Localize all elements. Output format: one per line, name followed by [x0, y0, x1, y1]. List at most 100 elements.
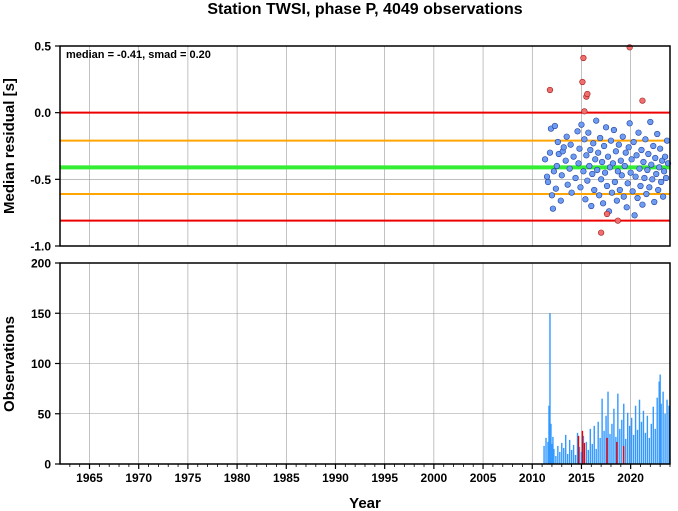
- residual-point: [636, 165, 643, 172]
- y-tick-label: 150: [31, 307, 51, 321]
- residual-point: [592, 156, 599, 163]
- observation-bar: [654, 428, 656, 464]
- observation-bar: [555, 455, 557, 464]
- outlier-point: [546, 86, 554, 94]
- residual-point: [660, 193, 667, 200]
- observation-bar-highlight: [577, 435, 580, 464]
- residual-point: [618, 172, 625, 179]
- observation-bar: [632, 434, 635, 464]
- observation-bar: [563, 447, 565, 464]
- observation-bar: [585, 441, 588, 464]
- observation-bar: [574, 454, 577, 464]
- observation-bar: [597, 421, 599, 464]
- residual-panel: 0.5 0.0 -0.5 -1.0 median = -0.41, smad = 0.…: [1, 40, 672, 254]
- residual-point: [633, 152, 640, 159]
- x-tick-label: 1990: [322, 471, 349, 485]
- residual-point: [584, 177, 591, 184]
- observation-bar: [595, 448, 597, 464]
- residual-y-axis: 0.5 0.0 -0.5 -1.0: [30, 40, 60, 254]
- residual-point: [626, 120, 633, 127]
- residual-point: [644, 166, 651, 174]
- observation-bar-highlight: [606, 437, 608, 464]
- residual-point: [628, 156, 635, 163]
- residual-point: [620, 193, 627, 200]
- observation-bar: [628, 425, 631, 464]
- residual-point: [631, 212, 638, 219]
- observation-bar: [613, 408, 615, 464]
- observation-bar: [566, 453, 569, 464]
- observations-y-axis: 200 150 100 50 0: [31, 257, 60, 472]
- x-tick-label: 1985: [273, 471, 300, 485]
- x-tick-label: 1980: [224, 471, 251, 485]
- observation-bar: [599, 437, 601, 464]
- observation-bar: [656, 397, 658, 464]
- observation-bar: [648, 437, 651, 464]
- observation-bar: [587, 449, 590, 464]
- residual-point: [646, 184, 653, 191]
- observation-bar: [634, 405, 637, 464]
- y-tick-label: 100: [31, 357, 51, 371]
- observation-bar: [578, 446, 581, 464]
- residual-point: [634, 194, 641, 202]
- residual-point: [575, 160, 582, 167]
- observation-bar: [593, 425, 595, 464]
- residual-point: [630, 138, 637, 146]
- outlier-point: [580, 54, 587, 62]
- x-tick-label: 1995: [371, 471, 398, 485]
- outlier-point: [614, 217, 621, 224]
- observation-bar: [551, 443, 553, 464]
- residual-point: [641, 174, 648, 182]
- residual-point: [624, 180, 631, 187]
- observation-bar: [640, 421, 643, 464]
- x-tick-label: 2010: [519, 471, 546, 485]
- outlier-point: [579, 78, 586, 86]
- y-tick-label: 0.5: [34, 40, 51, 54]
- residual-point: [638, 146, 645, 154]
- residual-point: [627, 169, 634, 176]
- chart-title: Station TWSI, phase P, 4049 observations: [207, 1, 522, 18]
- observation-bar: [570, 449, 573, 464]
- residual-point: [578, 121, 585, 128]
- residual-point: [548, 192, 556, 199]
- observation-bar: [589, 428, 592, 464]
- observation-bar: [644, 432, 647, 464]
- residual-point: [640, 158, 647, 166]
- observation-bar: [652, 406, 654, 464]
- observation-bar: [625, 438, 627, 464]
- outlier-point: [603, 210, 611, 218]
- observation-bar: [659, 374, 661, 464]
- residual-point: [596, 192, 603, 199]
- observation-bar: [658, 381, 660, 464]
- observation-bar: [559, 451, 561, 464]
- residual-point: [591, 186, 598, 194]
- residual-point: [586, 162, 593, 170]
- stats-annotation: median = -0.41, smad = 0.20: [66, 49, 211, 61]
- residual-point: [653, 170, 660, 178]
- residual-point: [607, 137, 615, 144]
- x-tick-label: 2020: [617, 471, 644, 485]
- year-x-axis: 1965 1970 1975 1980 1985 1990 1995 2000 2005 2010…: [69, 464, 671, 485]
- residual-point: [647, 118, 654, 126]
- observation-bar: [601, 398, 603, 464]
- observation-bar: [550, 423, 552, 464]
- residual-point: [617, 157, 624, 164]
- residual-point: [632, 173, 639, 180]
- observation-bar: [582, 435, 585, 464]
- residual-point: [572, 174, 579, 182]
- residual-y-axis-label: Median residual [s]: [1, 78, 18, 214]
- residual-point: [594, 166, 601, 174]
- observation-bar: [638, 399, 641, 464]
- outlier-point: [584, 90, 591, 98]
- observation-bar: [548, 405, 550, 464]
- observation-bar: [568, 439, 571, 464]
- residual-point: [543, 173, 551, 180]
- y-tick-label: 200: [31, 257, 51, 271]
- residual-point: [656, 164, 663, 171]
- observation-bar: [660, 403, 662, 464]
- residual-point: [553, 162, 560, 170]
- residual-point: [612, 148, 619, 155]
- residual-point: [609, 160, 617, 167]
- residual-point: [639, 201, 646, 208]
- observations-panel: 200 150 100 50 0 1965 1970 1975 1980 1985 1990 199…: [1, 257, 671, 511]
